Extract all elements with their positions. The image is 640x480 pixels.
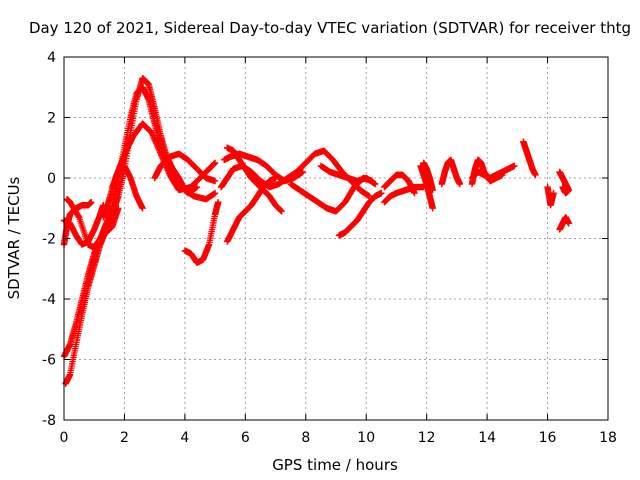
grid-layer — [64, 57, 608, 420]
series-sat-r — [381, 183, 427, 206]
series-sat-j — [224, 174, 279, 245]
data-point — [139, 205, 146, 212]
data-point — [411, 189, 418, 197]
series-sat-h — [151, 150, 219, 185]
data-point — [278, 208, 285, 215]
data-point — [429, 186, 436, 194]
y-tick-label: 0 — [47, 171, 56, 187]
x-axis-title: GPS time / hours — [272, 456, 398, 474]
data-point — [559, 183, 566, 191]
y-tick-label: -8 — [42, 413, 56, 429]
series-sat-z — [556, 214, 572, 233]
x-tick-label: 8 — [301, 430, 310, 446]
y-tick-label: -4 — [42, 292, 56, 308]
x-tick-label: 2 — [120, 430, 129, 446]
series-sat-p — [335, 189, 385, 239]
data-point — [429, 205, 436, 212]
y-tick-label: 4 — [47, 50, 56, 66]
series-sat-y — [544, 183, 557, 209]
data-point — [550, 189, 557, 197]
y-tick-label: 2 — [47, 111, 56, 127]
data-point — [372, 180, 379, 188]
y-axis-title: SDTVAR / TECUs — [5, 176, 23, 299]
x-tick-label: 10 — [357, 430, 375, 446]
data-point — [456, 180, 464, 188]
x-tick-label: 6 — [241, 430, 250, 446]
series-sat-q — [381, 171, 418, 197]
chart-title: Day 120 of 2021, Sidereal Day-to-day VTE… — [29, 19, 631, 37]
x-tick-label: 18 — [599, 430, 617, 446]
data-point — [565, 220, 572, 227]
series-sat-f — [60, 199, 95, 248]
x-tick-label: 12 — [418, 430, 436, 446]
data-point — [378, 189, 385, 197]
x-tick-label: 4 — [180, 430, 189, 446]
data-point — [88, 199, 95, 206]
data-point — [299, 168, 306, 176]
data-point — [366, 192, 373, 200]
series-sat-g — [63, 195, 122, 251]
series-sat-m — [217, 147, 373, 200]
data-point — [211, 159, 219, 167]
data-point — [115, 205, 122, 212]
series-sat-u — [438, 156, 464, 188]
series-sat-d — [109, 162, 146, 212]
x-tick-label: 0 — [60, 430, 69, 446]
data-point — [211, 177, 219, 185]
y-tick-label: -2 — [42, 232, 56, 248]
data-point — [532, 171, 539, 179]
data-point — [211, 189, 219, 197]
series-sat-aa — [556, 168, 572, 197]
data-point — [214, 199, 222, 206]
x-tick-label: 16 — [539, 430, 557, 446]
series-sat-i — [181, 199, 222, 266]
series-sat-t — [420, 159, 436, 194]
series-sat-o — [317, 162, 379, 188]
series-sat-w — [468, 156, 506, 188]
data-point — [100, 202, 107, 209]
series-sat-x — [520, 138, 539, 179]
x-tick-label: 14 — [478, 430, 496, 446]
data-point — [511, 162, 518, 170]
data-point — [499, 171, 506, 179]
data-points — [60, 74, 572, 387]
y-tick-label: -6 — [42, 353, 56, 369]
tick-layer: 0 2 4 6 8 10 12 14 16 18 -8 -6 -4 -2 0 2 4 — [42, 50, 617, 446]
data-point — [193, 183, 201, 191]
